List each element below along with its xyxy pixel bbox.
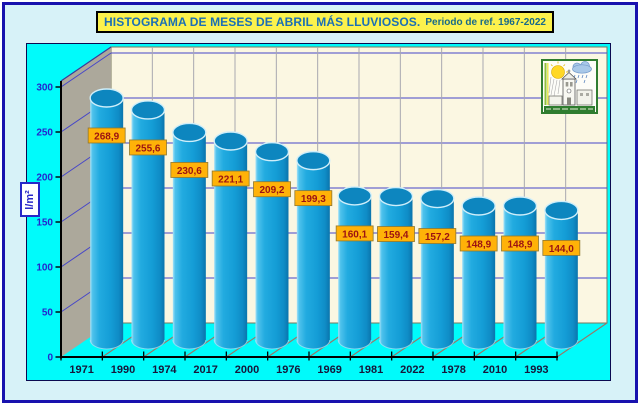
plot-area: 0 50 100 150 200 250 300 268,9 255,6 230,6 221,1 20… <box>26 43 611 381</box>
sun-rays-hatch <box>548 76 561 97</box>
svg-text:144,0: 144,0 <box>549 244 574 255</box>
bar-1974 <box>172 122 207 350</box>
y-axis-label: l/m² <box>24 189 36 210</box>
y-axis-label-box: l/m² <box>20 182 40 217</box>
svg-text:148,9: 148,9 <box>507 239 532 250</box>
svg-text:159,4: 159,4 <box>383 230 408 241</box>
bar-1969 <box>337 186 372 350</box>
rain-cloud-icon <box>572 61 592 84</box>
x-tick-label: 1974 <box>152 364 177 376</box>
x-tick-label: 1978 <box>441 364 465 376</box>
y-tick-label: 100 <box>36 263 53 274</box>
value-label-1971: 268,9 <box>87 127 126 144</box>
value-label-1976: 199,3 <box>294 190 333 207</box>
bar-2017 <box>213 131 248 350</box>
svg-text:268,9: 268,9 <box>94 131 119 142</box>
x-tick-label: 2000 <box>235 364 259 376</box>
x-tick-label: 2017 <box>193 364 217 376</box>
x-tick-label: 1993 <box>524 364 548 376</box>
logo-caption-strip <box>544 106 595 112</box>
value-label-1990: 255,6 <box>129 139 167 156</box>
x-tick-label: 1976 <box>276 364 300 376</box>
value-label-2010: 148,9 <box>501 235 539 252</box>
x-tick-label: 1981 <box>359 364 383 376</box>
y-tick-label: 150 <box>36 218 53 229</box>
chart-title-main: HISTOGRAMA DE MESES DE ABRIL MÁS LLUVIOS… <box>104 15 421 29</box>
bar-2000 <box>254 142 290 350</box>
x-tick-label: 2010 <box>483 364 507 376</box>
svg-text:148,9: 148,9 <box>466 239 491 250</box>
weather-logo <box>541 59 598 114</box>
gridline-wall <box>60 52 112 88</box>
svg-text:157,2: 157,2 <box>425 232 450 243</box>
value-label-1993: 144,0 <box>542 239 581 256</box>
x-tick-label: 1971 <box>69 364 93 376</box>
bar-1978 <box>461 196 496 350</box>
svg-text:160,1: 160,1 <box>342 229 367 240</box>
wall-top-edge <box>60 46 112 82</box>
x-tick-label: 2022 <box>400 364 424 376</box>
value-label-2022: 157,2 <box>418 228 457 244</box>
value-label-1974: 230,6 <box>170 162 209 178</box>
svg-text:221,1: 221,1 <box>218 175 243 186</box>
bar-1971 <box>89 88 124 350</box>
bar-1981 <box>378 186 414 350</box>
svg-text:230,6: 230,6 <box>177 166 202 177</box>
x-tick-label: 1969 <box>317 364 341 376</box>
floor-line <box>556 322 608 358</box>
value-label-1978: 148,9 <box>459 235 498 252</box>
chart-canvas: 0 50 100 150 200 250 300 268,9 255,6 230,6 221,1 20… <box>36 46 608 376</box>
bar-2010 <box>502 196 538 350</box>
y-tick-label: 300 <box>36 83 53 94</box>
value-label-1981: 159,4 <box>377 226 415 242</box>
value-label-1969: 160,1 <box>335 225 374 242</box>
bar-1993 <box>544 200 579 350</box>
value-label-2000: 209,2 <box>253 181 291 198</box>
bar-2022 <box>420 188 455 350</box>
svg-text:255,6: 255,6 <box>135 143 160 154</box>
svg-text:209,2: 209,2 <box>259 185 284 196</box>
y-tick-label: 250 <box>36 128 53 139</box>
x-tick-label: 1990 <box>111 364 135 376</box>
bar-1990 <box>130 100 166 350</box>
chart-title-sub: Periodo de ref. 1967-2022 <box>425 16 546 28</box>
y-tick-label: 200 <box>36 173 53 184</box>
chart-title: HISTOGRAMA DE MESES DE ABRIL MÁS LLUVIOS… <box>96 11 554 33</box>
value-label-2017: 221,1 <box>211 170 250 187</box>
church-tower-icon <box>560 69 578 106</box>
y-tick-label: 50 <box>42 308 54 319</box>
y-tick-label: 0 <box>47 353 53 364</box>
svg-text:199,3: 199,3 <box>301 194 326 205</box>
village-buildings-icon <box>548 89 593 106</box>
bar-1976 <box>296 150 331 350</box>
